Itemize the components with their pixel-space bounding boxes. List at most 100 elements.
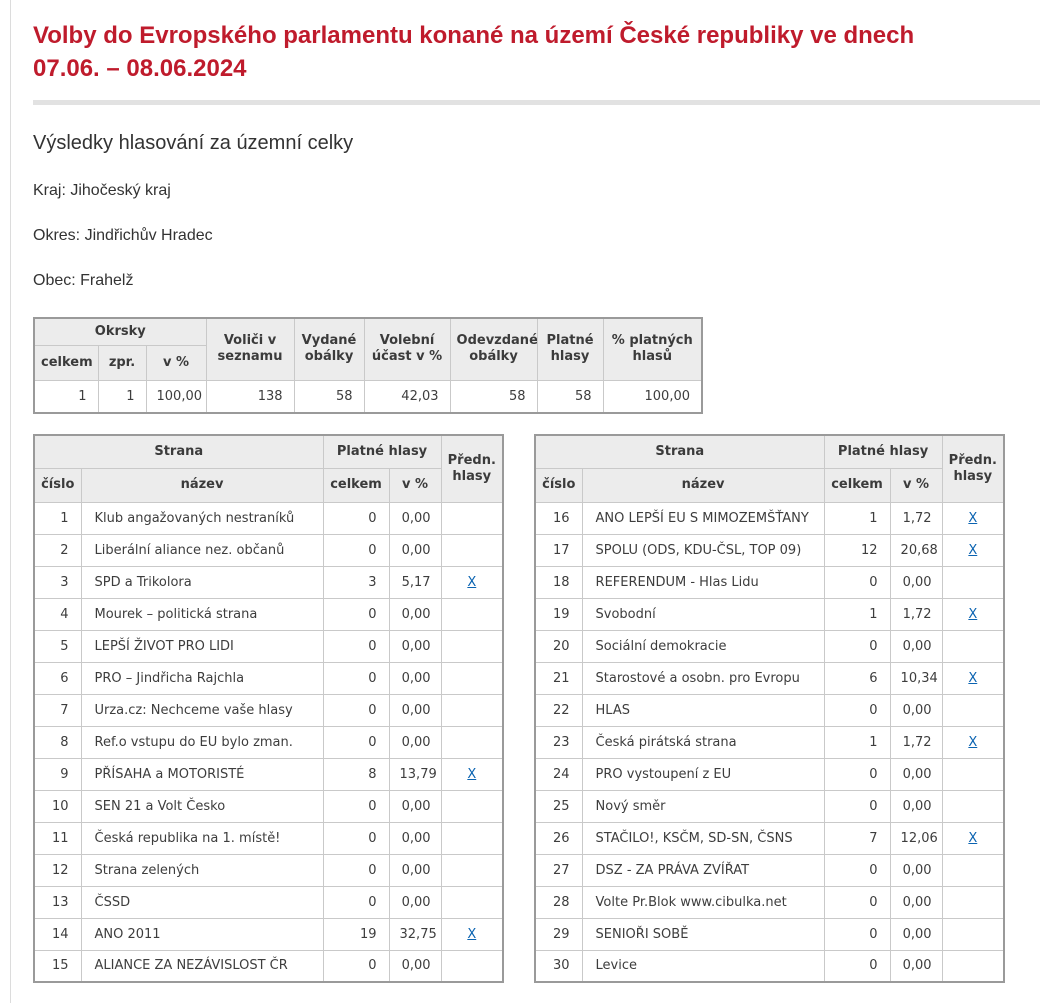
party-row: 11 Česká republika na 1. místě! 0 0,00 bbox=[33, 821, 504, 855]
party-number-cell: 22 bbox=[534, 693, 583, 727]
pref-votes-cell: X bbox=[440, 565, 504, 599]
summary-data-row: 1 1 100,00 138 58 42,03 58 58 100,00 bbox=[33, 379, 703, 414]
party-percent-cell: 0,00 bbox=[388, 789, 442, 823]
party-number-cell: 26 bbox=[534, 821, 583, 855]
pref-votes-link[interactable]: X bbox=[467, 926, 477, 942]
party-row: 29 SENIOŘI SOBĚ 0 0,00 bbox=[534, 917, 1005, 951]
party-row: 2 Liberální aliance nez. občanů 0 0,00 bbox=[33, 533, 504, 567]
summary-header-pct-platnych: % platných hlasů bbox=[602, 317, 703, 381]
pref-votes-link[interactable]: X bbox=[467, 766, 477, 782]
pref-votes-cell: X bbox=[941, 597, 1005, 631]
party-header-platne-hlasy: Platné hlasy bbox=[823, 434, 943, 469]
summary-header-okrsky: Okrsky bbox=[33, 317, 207, 346]
party-percent-cell: 20,68 bbox=[889, 533, 943, 567]
pref-votes-cell bbox=[440, 853, 504, 887]
region-kraj: Kraj: Jihočeský kraj bbox=[33, 182, 171, 199]
party-name-cell: SENIOŘI SOBĚ bbox=[581, 917, 825, 951]
party-table-left: Strana Platné hlasy Předn. hlasy číslo n… bbox=[33, 434, 505, 983]
party-name-cell: REFERENDUM - Hlas Lidu bbox=[581, 565, 825, 599]
pref-votes-cell bbox=[440, 661, 504, 695]
summary-value-okrsky-celkem: 1 bbox=[33, 379, 99, 414]
party-percent-cell: 0,00 bbox=[889, 693, 943, 727]
pref-votes-link[interactable]: X bbox=[968, 734, 978, 750]
party-row: 26 STAČILO!, KSČM, SD-SN, ČSNS 7 12,06 X bbox=[534, 821, 1005, 855]
summary-value-pct-platnych: 100,00 bbox=[602, 379, 703, 414]
party-percent-cell: 0,00 bbox=[889, 565, 943, 599]
pref-votes-link[interactable]: X bbox=[467, 574, 477, 590]
party-name-cell: PRO vystoupení z EU bbox=[581, 757, 825, 791]
party-header-nazev: název bbox=[581, 467, 825, 503]
party-number-cell: 30 bbox=[534, 949, 583, 983]
party-number-cell: 29 bbox=[534, 917, 583, 951]
pref-votes-link[interactable]: X bbox=[968, 670, 978, 686]
party-total-votes-cell: 19 bbox=[322, 917, 390, 951]
party-header-vpct: v % bbox=[889, 467, 943, 503]
pref-votes-cell bbox=[941, 693, 1005, 727]
party-row: 22 HLAS 0 0,00 bbox=[534, 693, 1005, 727]
pref-votes-cell bbox=[941, 565, 1005, 599]
party-name-cell: ALIANCE ZA NEZÁVISLOST ČR bbox=[80, 949, 324, 983]
party-tables-container: Strana Platné hlasy Předn. hlasy číslo n… bbox=[33, 434, 1040, 983]
party-total-votes-cell: 1 bbox=[823, 597, 891, 631]
summary-header-zpr: zpr. bbox=[97, 344, 147, 381]
pref-votes-link[interactable]: X bbox=[968, 542, 978, 558]
party-header-predn-hlasy: Předn. hlasy bbox=[941, 434, 1005, 503]
pref-votes-link[interactable]: X bbox=[968, 830, 978, 846]
party-header-strana: Strana bbox=[33, 434, 324, 469]
party-row: 28 Volte Pr.Blok www.cibulka.net 0 0,00 bbox=[534, 885, 1005, 919]
pref-votes-link[interactable]: X bbox=[968, 510, 978, 526]
party-percent-cell: 10,34 bbox=[889, 661, 943, 695]
party-total-votes-cell: 0 bbox=[322, 661, 390, 695]
pref-votes-cell bbox=[941, 885, 1005, 919]
party-header-strana: Strana bbox=[534, 434, 825, 469]
party-number-cell: 27 bbox=[534, 853, 583, 887]
party-number-cell: 19 bbox=[534, 597, 583, 631]
party-number-cell: 2 bbox=[33, 533, 82, 567]
party-name-cell: DSZ - ZA PRÁVA ZVÍŘAT bbox=[581, 853, 825, 887]
party-total-votes-cell: 0 bbox=[322, 629, 390, 663]
party-percent-cell: 0,00 bbox=[388, 885, 442, 919]
pref-votes-cell bbox=[440, 693, 504, 727]
party-header-celkem: celkem bbox=[322, 467, 390, 503]
summary-value-vydane-obalky: 58 bbox=[293, 379, 365, 414]
page-title-line2: 07.06. – 08.06.2024 bbox=[33, 55, 247, 82]
party-number-cell: 12 bbox=[33, 853, 82, 887]
party-number-cell: 5 bbox=[33, 629, 82, 663]
party-total-votes-cell: 0 bbox=[322, 533, 390, 567]
party-number-cell: 16 bbox=[534, 501, 583, 535]
horizontal-divider bbox=[33, 100, 1040, 105]
pref-votes-cell: X bbox=[941, 821, 1005, 855]
party-total-votes-cell: 0 bbox=[322, 693, 390, 727]
pref-votes-cell bbox=[941, 917, 1005, 951]
party-percent-cell: 0,00 bbox=[388, 629, 442, 663]
summary-header-volebni-ucast: Volební účast v % bbox=[363, 317, 451, 381]
summary-header-celkem: celkem bbox=[33, 344, 99, 381]
party-total-votes-cell: 0 bbox=[823, 853, 891, 887]
party-percent-cell: 0,00 bbox=[889, 789, 943, 823]
pref-votes-cell bbox=[941, 853, 1005, 887]
party-total-votes-cell: 0 bbox=[823, 789, 891, 823]
party-total-votes-cell: 0 bbox=[322, 501, 390, 535]
page-container: Volby do Evropského parlamentu konané na… bbox=[10, 0, 1047, 1003]
party-header-nazev: název bbox=[80, 467, 324, 503]
party-name-cell: SEN 21 a Volt Česko bbox=[80, 789, 324, 823]
party-number-cell: 6 bbox=[33, 661, 82, 695]
section-title: Výsledky hlasování za územní celky bbox=[33, 132, 354, 154]
party-row: 21 Starostové a osobn. pro Evropu 6 10,3… bbox=[534, 661, 1005, 695]
party-name-cell: LEPŠÍ ŽIVOT PRO LIDI bbox=[80, 629, 324, 663]
party-total-votes-cell: 8 bbox=[322, 757, 390, 791]
party-name-cell: ČSSD bbox=[80, 885, 324, 919]
party-number-cell: 15 bbox=[33, 949, 82, 983]
party-number-cell: 1 bbox=[33, 501, 82, 535]
party-name-cell: Starostové a osobn. pro Evropu bbox=[581, 661, 825, 695]
page-title-line1: Volby do Evropského parlamentu konané na… bbox=[33, 22, 915, 49]
summary-header-volici: Voliči v seznamu bbox=[205, 317, 295, 381]
pref-votes-link[interactable]: X bbox=[968, 606, 978, 622]
party-row: 5 LEPŠÍ ŽIVOT PRO LIDI 0 0,00 bbox=[33, 629, 504, 663]
pref-votes-cell bbox=[941, 757, 1005, 791]
party-row: 16 ANO LEPŠÍ EU S MIMOZEMŠŤANY 1 1,72 X bbox=[534, 501, 1005, 535]
party-number-cell: 4 bbox=[33, 597, 82, 631]
party-total-votes-cell: 6 bbox=[823, 661, 891, 695]
party-percent-cell: 1,72 bbox=[889, 597, 943, 631]
pref-votes-cell: X bbox=[941, 661, 1005, 695]
